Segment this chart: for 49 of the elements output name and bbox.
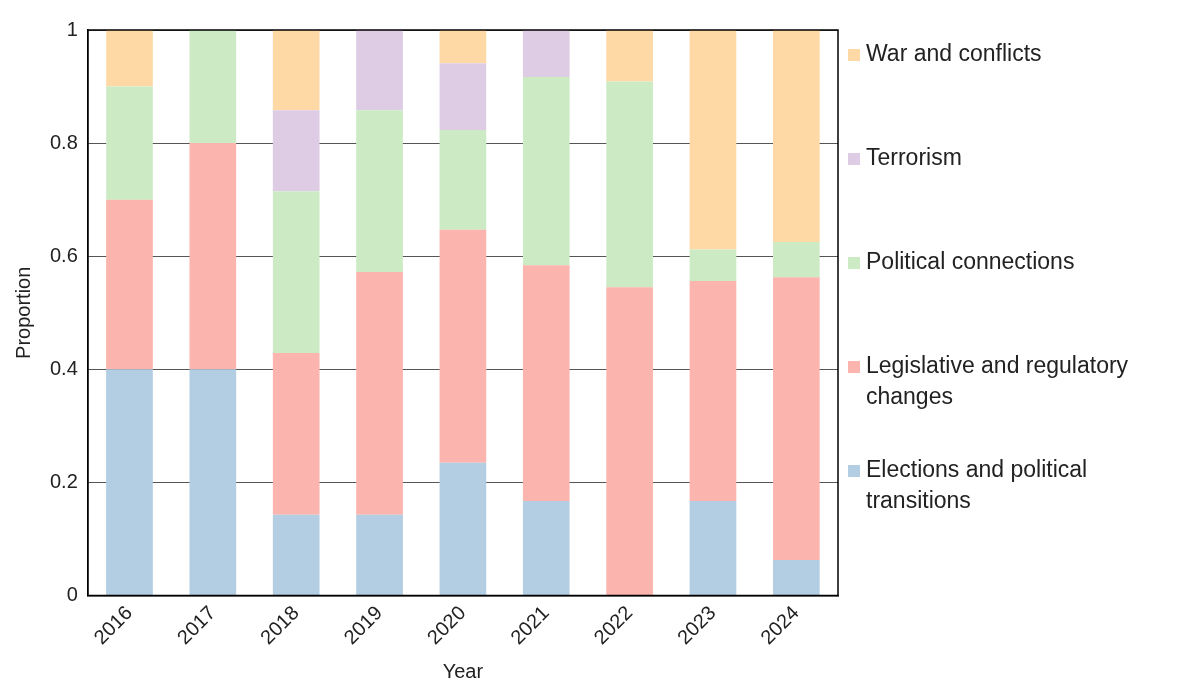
legend-label: Legislative and regulatory changes: [866, 351, 1130, 411]
legend-label: War and conflicts: [866, 39, 1042, 68]
bar: [439, 462, 487, 596]
bar: [189, 369, 237, 596]
bar: [772, 242, 820, 278]
bar: [272, 191, 320, 353]
bar: [772, 277, 820, 560]
bar: [772, 559, 820, 596]
bar: [772, 30, 820, 243]
bar: [522, 501, 570, 596]
bar: [356, 272, 403, 515]
bar: [522, 30, 570, 77]
bar: [689, 30, 737, 250]
bar: [106, 199, 153, 370]
bar: [689, 249, 737, 282]
bar: [689, 501, 737, 596]
bar: [439, 229, 487, 463]
bar: [189, 143, 237, 370]
legend-label: Political connections: [866, 247, 1075, 276]
bar: [272, 110, 320, 192]
bar: [106, 86, 153, 200]
bar: [606, 81, 653, 288]
x-axis-title: Year: [442, 659, 484, 682]
bar: [356, 514, 403, 596]
bar: [522, 265, 570, 502]
y-tick-label: 1: [66, 17, 78, 40]
bar: [106, 369, 153, 596]
bar: [439, 63, 487, 131]
bar: [606, 30, 653, 82]
bar: [606, 287, 653, 596]
bar: [439, 130, 487, 230]
legend-label: Elections and political transitions: [866, 455, 1089, 515]
y-tick-label: 0.8: [49, 130, 78, 153]
legend-label: Terrorism: [866, 143, 962, 172]
bar: [272, 352, 320, 515]
bar: [356, 110, 403, 273]
y-axis-title: Proportion: [11, 266, 34, 359]
y-tick-label: 0.2: [49, 469, 78, 492]
bar: [272, 514, 320, 596]
y-tick-label: 0.4: [49, 356, 78, 379]
bar: [689, 281, 737, 502]
bar: [356, 30, 403, 111]
bar: [106, 30, 153, 87]
y-tick-label: 0.6: [49, 243, 78, 266]
bar: [439, 30, 487, 64]
y-tick-label: 0: [66, 583, 78, 606]
bar: [522, 76, 570, 266]
bar: [272, 30, 320, 111]
bar: [189, 30, 237, 144]
